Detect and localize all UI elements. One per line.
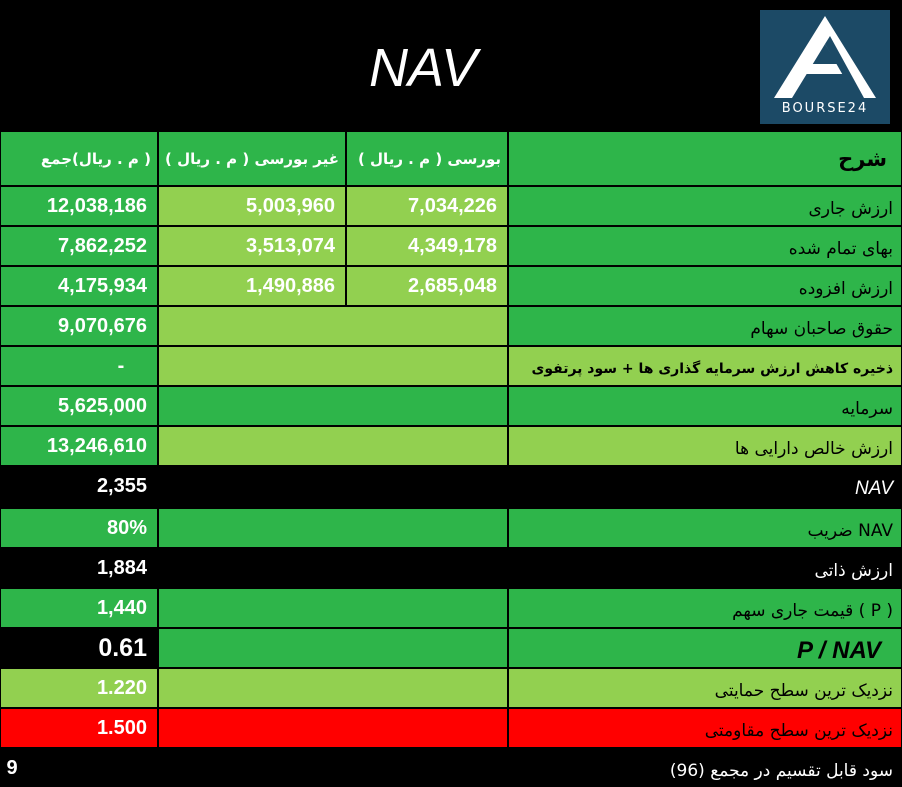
row-label-added-value: ارزش افزوده xyxy=(508,266,902,306)
row-label-resistance: نزدیک ترین سطح مقاومتی xyxy=(508,708,902,748)
row-label-reserve: ذخیره کاهش ارزش سرمایه گذاری ها + سود پر… xyxy=(508,346,902,386)
cell-nav-coef-total: 80% xyxy=(0,508,158,548)
cell-added-value-nonbourse: 1,490,886 xyxy=(158,266,346,306)
cell-net-assets-empty xyxy=(158,426,508,466)
cell-nav-total: 2,355 xyxy=(0,466,158,508)
cell-cost-bourse: 4,349,178 xyxy=(346,226,508,266)
cell-equity-total: 9,070,676 xyxy=(0,306,158,346)
header-bar: NAV BOURSE24 xyxy=(0,0,902,131)
cell-intrinsic-total: 1,884 xyxy=(0,548,158,588)
row-label-nav-coef: NAV ضریب xyxy=(508,508,902,548)
col-header-bourse: بورسی ( م . ریال ) xyxy=(346,131,508,186)
logo-text: BOURSE24 xyxy=(781,101,869,116)
cell-current-value-bourse: 7,034,226 xyxy=(346,186,508,226)
cell-resistance-total: 1.500 xyxy=(0,708,158,748)
cell-support-empty xyxy=(158,668,508,708)
cell-capital-empty xyxy=(158,386,508,426)
cell-resistance-empty xyxy=(158,708,508,748)
cell-support-total: 1.220 xyxy=(0,668,158,708)
cell-net-assets-total: 13,246,610 xyxy=(0,426,158,466)
bourse24-logo: BOURSE24 xyxy=(760,10,890,124)
cell-cost-nonbourse: 3,513,074 xyxy=(158,226,346,266)
cell-added-value-total: 4,175,934 xyxy=(0,266,158,306)
row-label-cost: بهای تمام شده xyxy=(508,226,902,266)
row-label-capital: سرمایه xyxy=(508,386,902,426)
row-label-nav: NAV xyxy=(158,466,902,508)
row-label-p-nav: P / NAV xyxy=(508,628,902,668)
page-title: NAV xyxy=(368,38,478,98)
logo-mark-icon xyxy=(774,16,876,98)
cell-current-value-nonbourse: 5,003,960 xyxy=(158,186,346,226)
row-label-equity: حقوق صاحبان سهام xyxy=(508,306,902,346)
cell-price-empty xyxy=(158,588,508,628)
col-header-nonbourse: غیر بورسی ( م . ریال ) xyxy=(158,131,346,186)
col-header-total: ( م . ریال)جمع xyxy=(0,131,158,186)
cell-equity-empty xyxy=(158,306,508,346)
row-label-dividend: سود قابل تقسیم در مجمع (96) xyxy=(158,748,902,787)
cell-added-value-bourse: 2,685,048 xyxy=(346,266,508,306)
row-label-current-value: ارزش جاری xyxy=(508,186,902,226)
col-header-description: شرح xyxy=(508,131,902,186)
cell-p-nav-total: 0.61 xyxy=(0,628,158,668)
cell-capital-total: 5,625,000 xyxy=(0,386,158,426)
row-label-support: نزدیک ترین سطح حمایتی xyxy=(508,668,902,708)
cell-dividend-total: 9 xyxy=(0,748,158,787)
cell-cost-total: 7,862,252 xyxy=(0,226,158,266)
cell-p-nav-empty xyxy=(158,628,508,668)
cell-current-value-total: 12,038,186 xyxy=(0,186,158,226)
cell-reserve-empty xyxy=(158,346,508,386)
cell-nav-coef-empty xyxy=(158,508,508,548)
cell-price-total: 1,440 xyxy=(0,588,158,628)
row-label-net-assets: ارزش خالص دارایی ها xyxy=(508,426,902,466)
row-label-intrinsic: ارزش ذاتی xyxy=(158,548,902,588)
cell-reserve-total: - xyxy=(0,346,158,386)
row-label-price: ( P ) قیمت جاری سهم xyxy=(508,588,902,628)
